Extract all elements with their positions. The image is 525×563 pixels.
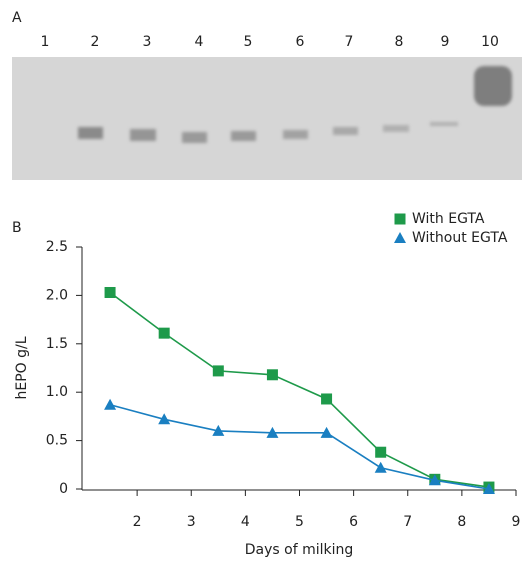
legend-marker <box>395 214 406 225</box>
data-point <box>375 462 387 473</box>
lane-label: 7 <box>345 34 354 50</box>
y-axis-label: hEPO g/L <box>14 336 30 399</box>
band <box>231 131 256 141</box>
lane-label: 9 <box>441 34 450 50</box>
panel-label: B <box>12 220 22 236</box>
lane-label: 1 <box>41 34 50 50</box>
lane-label: 6 <box>296 34 305 50</box>
x-tick-label: 4 <box>241 514 250 530</box>
y-tick-label: 0.5 <box>46 433 68 449</box>
gel <box>12 57 522 180</box>
data-point <box>104 399 116 410</box>
band <box>78 127 103 139</box>
band <box>430 122 458 126</box>
band <box>383 125 409 132</box>
legend-label: With EGTA <box>412 211 485 227</box>
x-tick-label: 7 <box>403 514 412 530</box>
band <box>182 132 207 143</box>
lane-label: 3 <box>143 34 152 50</box>
data-point <box>375 447 386 458</box>
lane-label: 2 <box>91 34 100 50</box>
x-axis-label: Days of milking <box>245 542 354 558</box>
legend-marker <box>394 232 406 243</box>
band <box>333 127 358 135</box>
data-point <box>267 369 278 380</box>
x-tick-label: 3 <box>187 514 196 530</box>
lane-label: 8 <box>395 34 404 50</box>
y-tick-label: 2.5 <box>46 239 68 255</box>
y-tick-label: 0 <box>59 481 68 497</box>
lane-label: 4 <box>195 34 204 50</box>
data-point <box>159 328 170 339</box>
x-tick-label: 5 <box>295 514 304 530</box>
y-tick-label: 1.5 <box>46 336 68 352</box>
data-point <box>105 287 116 298</box>
panel-label: A <box>12 10 22 26</box>
legend-label: Without EGTA <box>412 230 508 246</box>
lane-label: 10 <box>481 34 499 50</box>
band <box>474 66 512 106</box>
lane-label: 5 <box>244 34 253 50</box>
data-point <box>213 365 224 376</box>
x-tick-label: 6 <box>349 514 358 530</box>
x-tick-label: 9 <box>512 514 521 530</box>
band <box>283 130 308 139</box>
data-point <box>321 393 332 404</box>
x-tick-label: 8 <box>457 514 466 530</box>
page: A B hEPO g/L Days of milking 1 2 3 4 5 6 7 8 9 10… <box>0 0 525 563</box>
band <box>130 129 156 141</box>
series-line <box>110 292 489 487</box>
x-tick-label: 2 <box>133 514 142 530</box>
y-tick-label: 1.0 <box>46 384 68 400</box>
figure: A B hEPO g/L Days of milking 1 2 3 4 5 6 7 8 9 10… <box>0 0 525 563</box>
y-tick-label: 2.0 <box>46 287 68 303</box>
